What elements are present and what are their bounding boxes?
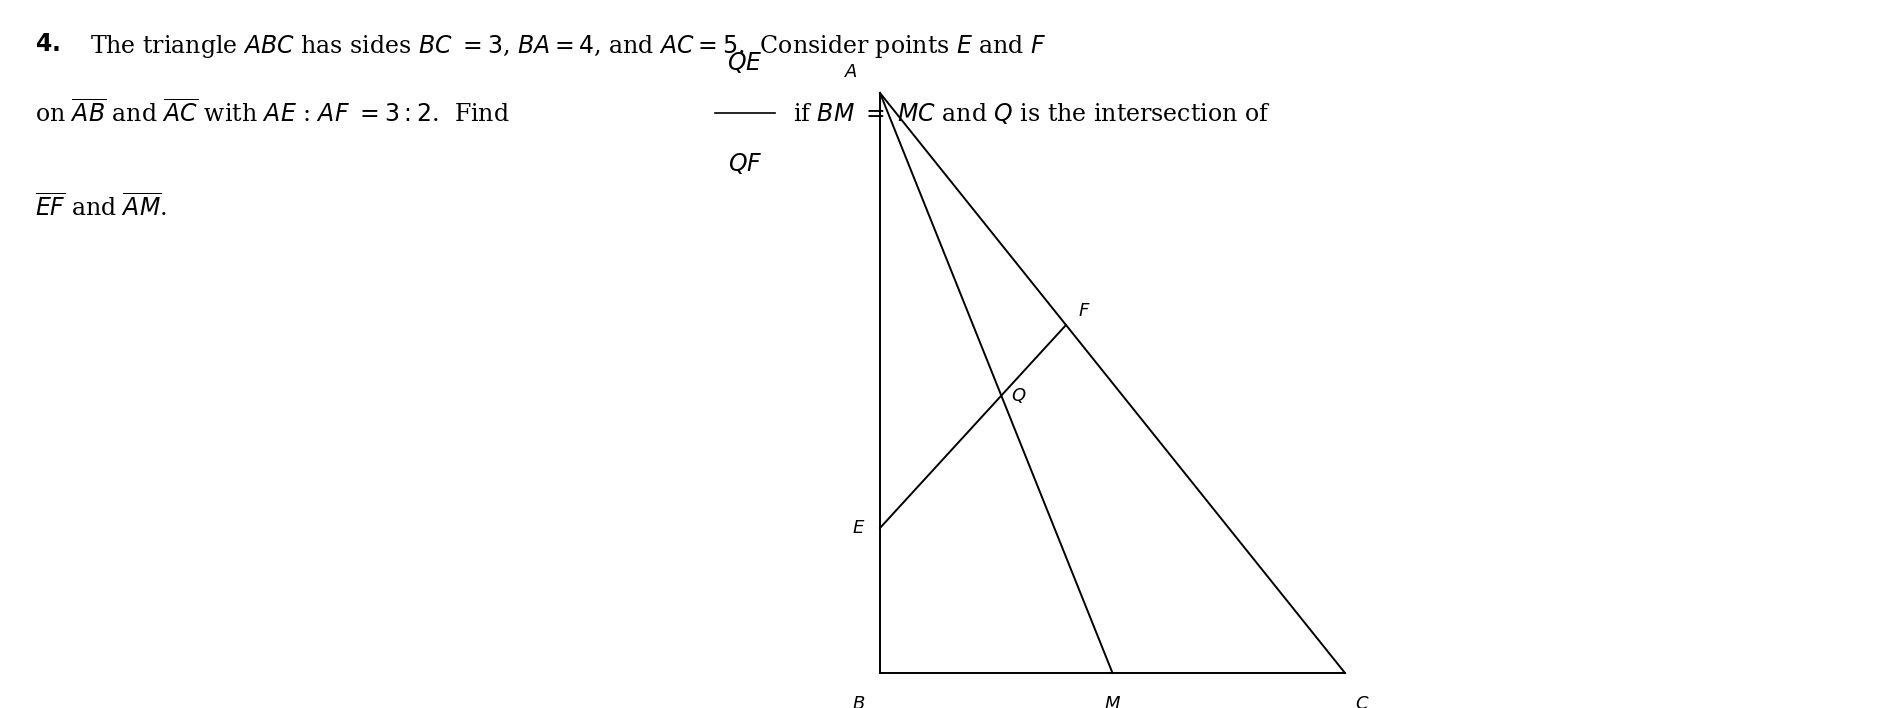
Text: The triangle $\mathit{ABC}$ has sides $\mathit{BC}$ $= 3$, $\mathit{BA} = 4$, an: The triangle $\mathit{ABC}$ has sides $\…: [91, 33, 1045, 60]
Text: $F$: $F$: [1078, 302, 1091, 320]
Text: on $\overline{\mathit{AB}}$ and $\overline{\mathit{AC}}$ with $\mathit{AE}$ : $\: on $\overline{\mathit{AB}}$ and $\overli…: [34, 99, 509, 127]
Text: $Q$: $Q$: [1011, 386, 1027, 405]
Text: $M$: $M$: [1104, 695, 1121, 708]
Text: $\mathbf{4.}$: $\mathbf{4.}$: [34, 33, 61, 56]
Text: $E$: $E$: [852, 519, 866, 537]
Text: $A$: $A$: [845, 63, 858, 81]
Text: $\mathit{QF}$: $\mathit{QF}$: [727, 151, 761, 176]
Text: $\mathit{QE}$: $\mathit{QE}$: [727, 50, 763, 75]
Text: $B$: $B$: [852, 695, 866, 708]
Text: $\overline{\mathit{EF}}$ and $\overline{\mathit{AM}}$.: $\overline{\mathit{EF}}$ and $\overline{…: [34, 193, 167, 221]
Text: if $\mathit{BM}$ $=$ $\mathit{MC}$ and $\mathit{Q}$ is the intersection of: if $\mathit{BM}$ $=$ $\mathit{MC}$ and $…: [794, 101, 1271, 125]
Text: $C$: $C$: [1354, 695, 1369, 708]
